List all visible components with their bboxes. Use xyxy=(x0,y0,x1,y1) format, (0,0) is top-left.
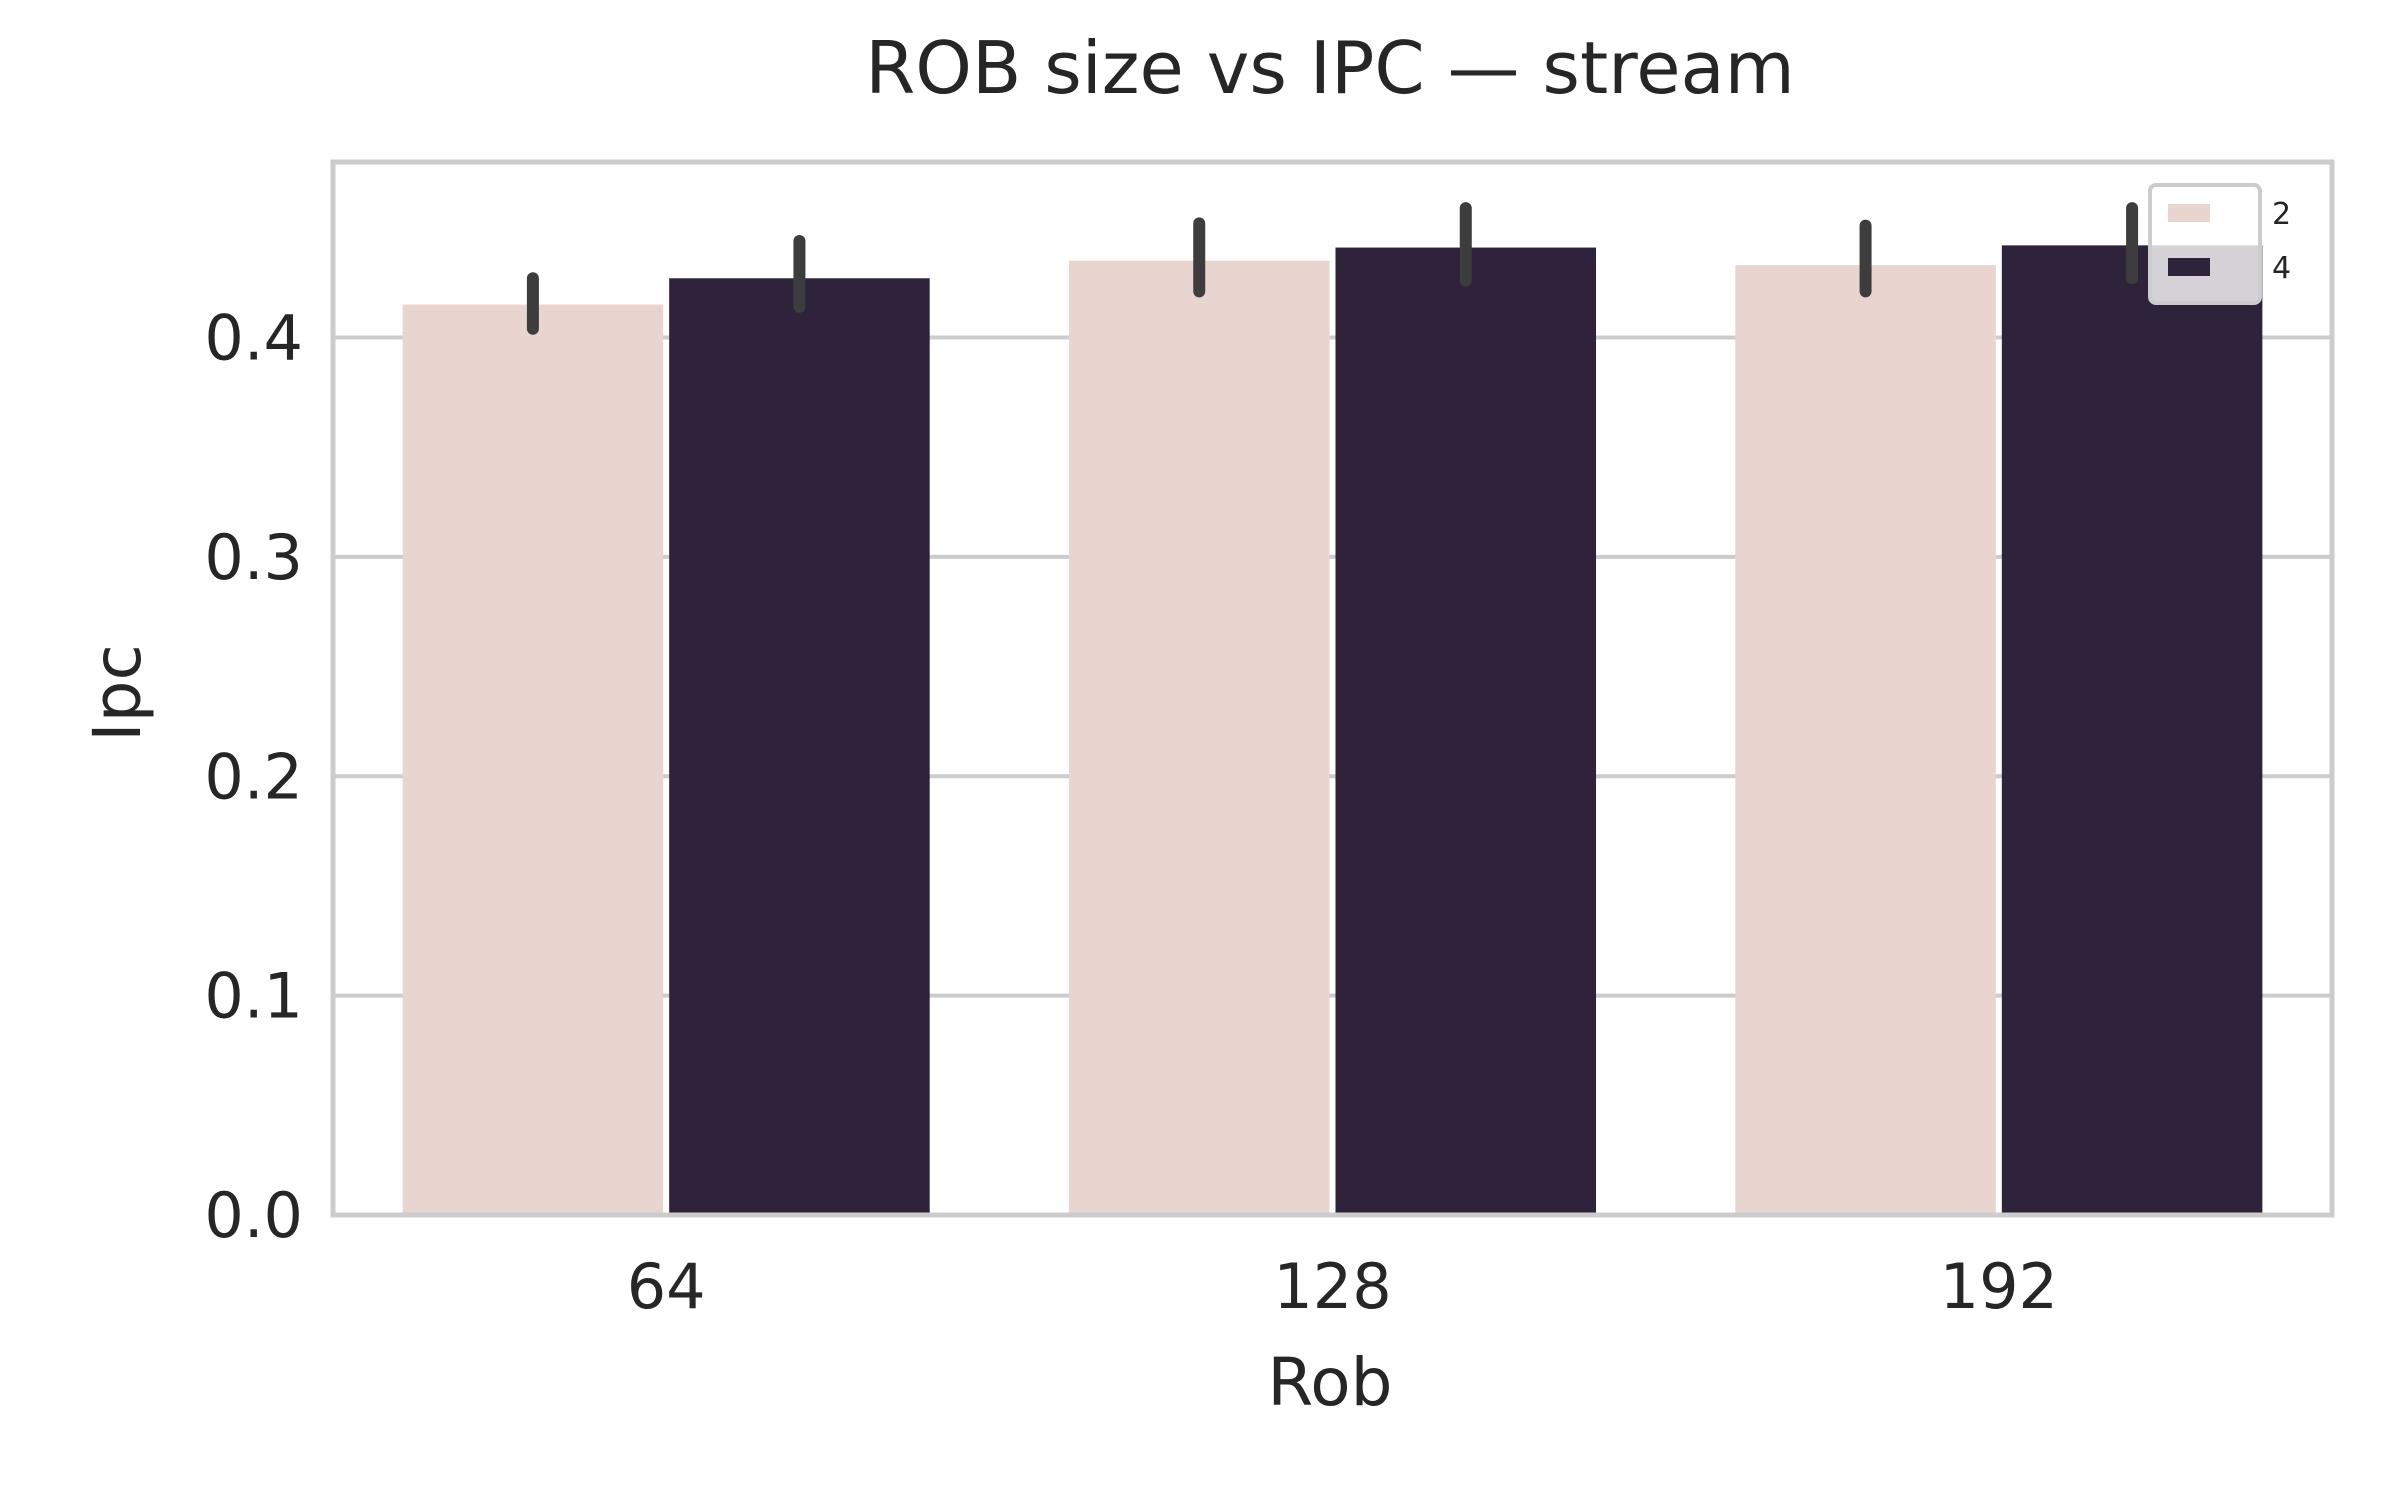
x-tick-label: 128 xyxy=(1273,1250,1391,1323)
x-tick-labels: 64 128 192 xyxy=(627,1250,2058,1323)
bar-series-4-128 xyxy=(1335,247,1597,1213)
chart-title: ROB size vs IPC — stream xyxy=(865,26,1795,110)
x-axis-label: Rob xyxy=(1267,1344,1392,1421)
bar-series-2-192 xyxy=(1735,265,1996,1213)
legend-label-2: 2 xyxy=(2272,197,2291,232)
bar-series-4-64 xyxy=(669,278,930,1213)
bar-series-4-192 xyxy=(2001,245,2263,1214)
y-tick-label: 0.3 xyxy=(204,521,303,594)
x-tick-label: 64 xyxy=(627,1250,706,1323)
legend: 2 4 xyxy=(2148,183,2291,305)
legend-swatch-2 xyxy=(2168,204,2210,222)
x-tick-label: 192 xyxy=(1940,1250,2058,1323)
y-tick-labels: 0.0 0.1 0.2 0.3 0.4 xyxy=(204,302,303,1253)
plot-frame xyxy=(330,159,2335,1218)
y-tick-label: 0.2 xyxy=(204,740,303,813)
y-tick-label: 0.0 xyxy=(204,1179,303,1252)
y-tick-label: 0.4 xyxy=(204,302,303,375)
legend-box xyxy=(2148,183,2262,305)
bar-series-2-128 xyxy=(1068,260,1330,1213)
bars xyxy=(402,245,2263,1214)
error-bars xyxy=(526,202,2139,335)
legend-label-4: 4 xyxy=(2272,251,2291,286)
y-axis-label: Ipc xyxy=(79,644,156,742)
legend-swatch-4 xyxy=(2168,258,2210,276)
y-tick-label: 0.1 xyxy=(204,960,303,1033)
bar-series-2-64 xyxy=(402,304,664,1213)
